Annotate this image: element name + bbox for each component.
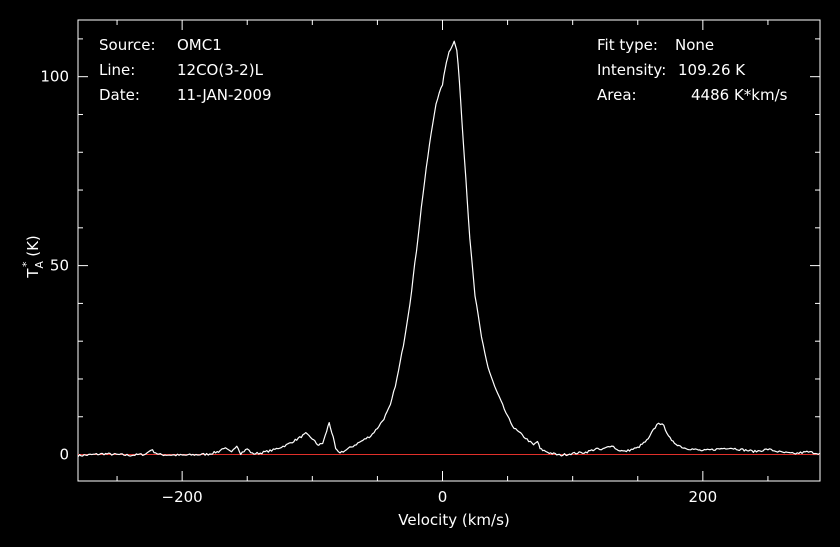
- y-axis-label-main: T: [24, 268, 42, 279]
- y-axis-label-sup: *: [20, 261, 33, 267]
- source-value: OMC1: [177, 36, 222, 54]
- plot-frame: [77, 19, 821, 482]
- svg-text:TA* (K): TA* (K): [20, 235, 46, 279]
- y-axis-label-unit: (K): [24, 235, 42, 261]
- info-right: Fit type: None Intensity: 109.26 K Area:…: [0, 0, 787, 126]
- line-value: 12CO(3-2)L: [177, 61, 263, 79]
- source-label: Source:: [99, 36, 156, 54]
- y-axis-label: TA* (K): [20, 235, 46, 279]
- spectrum-line: [77, 40, 821, 458]
- date-label: Date:: [99, 86, 140, 104]
- y-tick-label: 0: [59, 446, 69, 464]
- area-value: 4486 K*km/s: [691, 86, 788, 104]
- line-label: Line:: [99, 61, 136, 79]
- x-axis-label: Velocity (km/s): [398, 511, 509, 529]
- y-tick-label: 100: [40, 68, 69, 86]
- intensity-value: 109.26 K: [678, 61, 746, 79]
- x-tick-label: 200: [689, 488, 718, 506]
- info-left: Source: OMC1 Line: 12CO(3-2)L Date: 11-J…: [0, 0, 272, 126]
- fit-type-value: None: [675, 36, 715, 54]
- tick-labels: −200 0 200 0 50 100: [40, 68, 717, 506]
- x-tick-label: −200: [162, 488, 203, 506]
- intensity-label: Intensity:: [597, 61, 667, 79]
- fit-type-label: Fit type:: [597, 36, 658, 54]
- y-tick-label: 50: [50, 257, 69, 275]
- y-axis-label-sub: A: [33, 261, 46, 269]
- x-tick-label: 0: [438, 488, 448, 506]
- area-label: Area:: [597, 86, 637, 104]
- date-value: 11-JAN-2009: [177, 86, 272, 104]
